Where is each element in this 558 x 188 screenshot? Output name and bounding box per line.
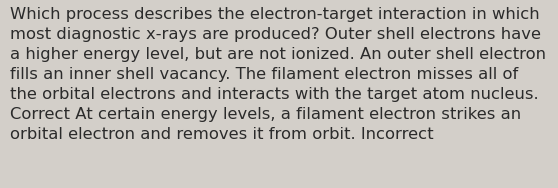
Text: Which process describes the electron-target interaction in which
most diagnostic: Which process describes the electron-tar… xyxy=(10,7,546,142)
